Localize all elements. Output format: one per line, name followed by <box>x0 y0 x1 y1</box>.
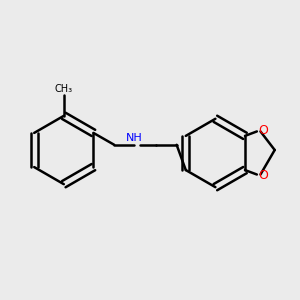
Text: CH₃: CH₃ <box>55 83 73 94</box>
Text: O: O <box>258 169 268 182</box>
Text: O: O <box>258 124 268 137</box>
Text: NH: NH <box>126 133 143 143</box>
